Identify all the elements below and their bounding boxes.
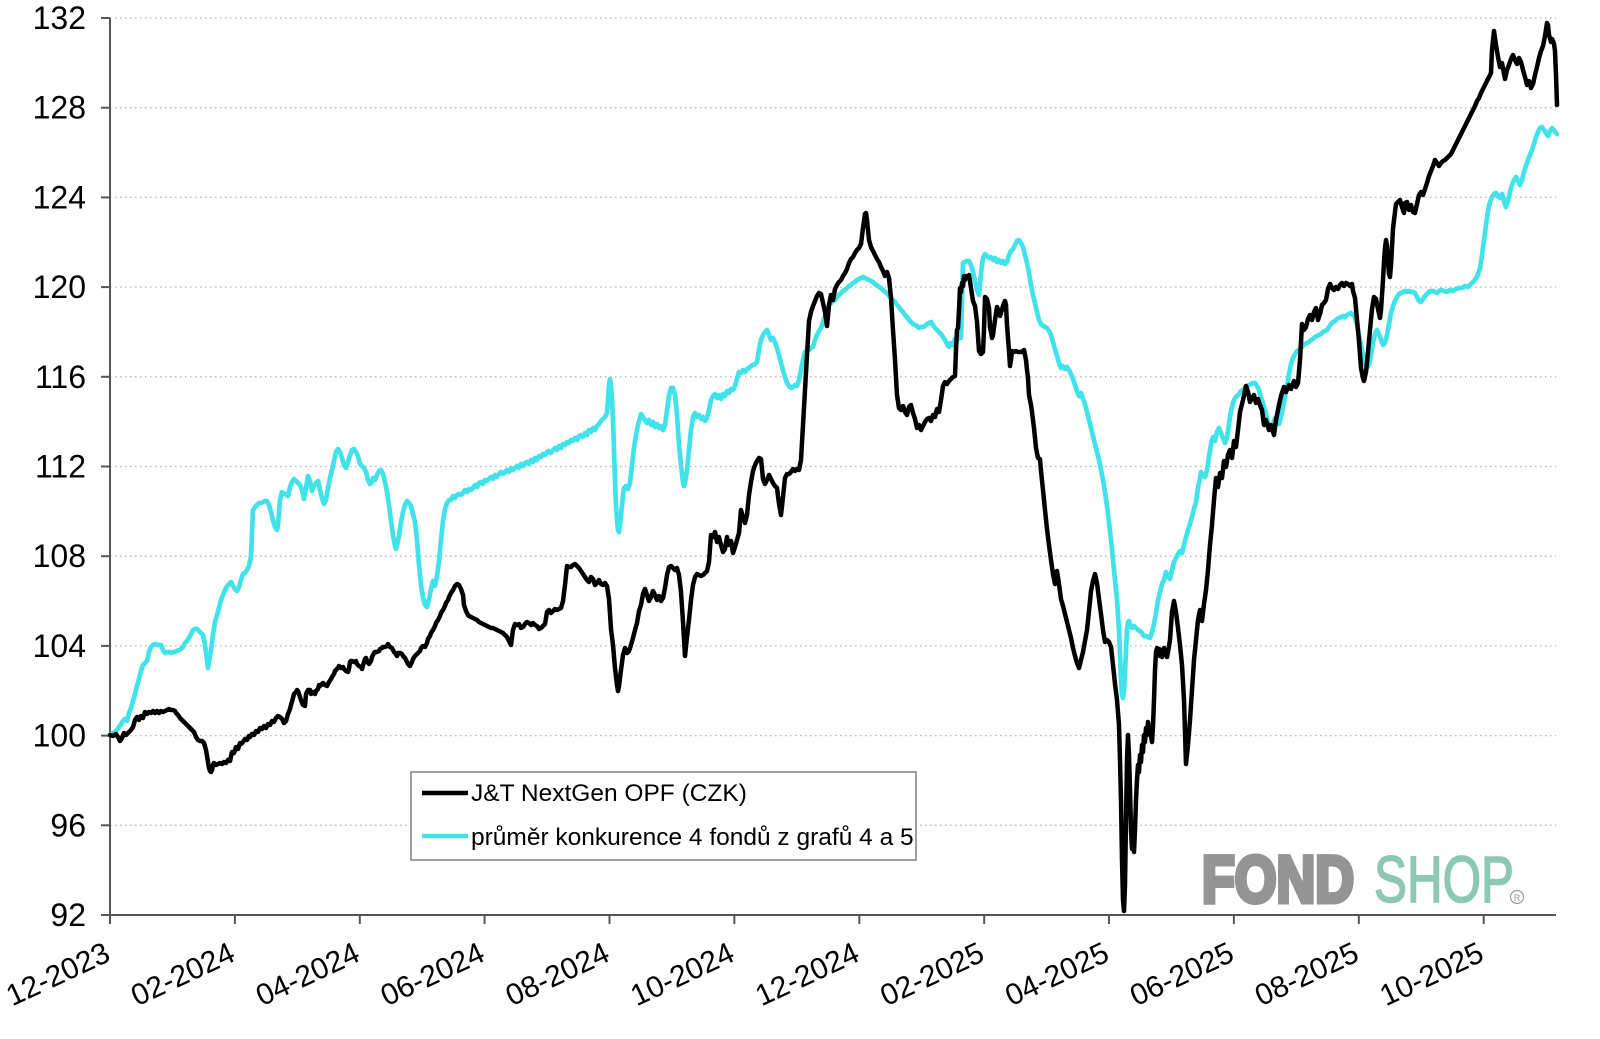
svg-text:R: R bbox=[1514, 893, 1521, 903]
svg-text:SHOP: SHOP bbox=[1374, 842, 1514, 916]
svg-text:100: 100 bbox=[33, 718, 86, 754]
svg-text:112: 112 bbox=[35, 449, 86, 485]
svg-text:132: 132 bbox=[33, 0, 86, 36]
svg-text:FOND: FOND bbox=[1202, 842, 1354, 916]
svg-text:108: 108 bbox=[33, 538, 86, 574]
svg-text:128: 128 bbox=[33, 90, 86, 126]
svg-text:průměr konkurence 4 fondů z gr: průměr konkurence 4 fondů z grafů 4 a 5 bbox=[471, 824, 914, 851]
svg-text:116: 116 bbox=[35, 359, 86, 395]
svg-text:124: 124 bbox=[33, 179, 86, 215]
svg-text:120: 120 bbox=[33, 269, 86, 305]
svg-text:92: 92 bbox=[50, 897, 86, 933]
svg-text:J&T NextGen OPF (CZK): J&T NextGen OPF (CZK) bbox=[471, 780, 747, 807]
svg-text:104: 104 bbox=[33, 628, 86, 664]
svg-text:96: 96 bbox=[50, 807, 86, 843]
